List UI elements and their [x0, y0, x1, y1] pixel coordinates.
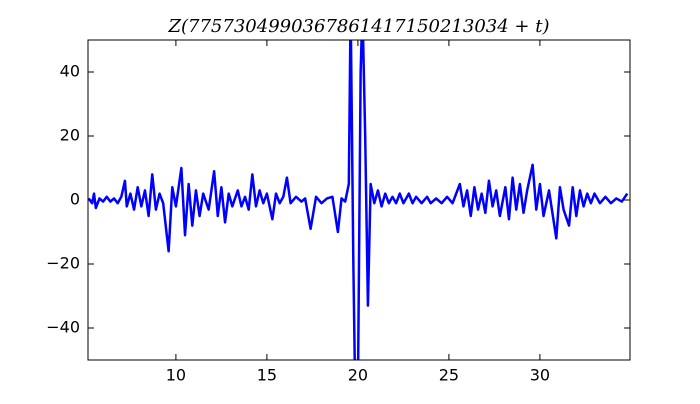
- y-tick-label: 0: [70, 190, 80, 209]
- data-line: [88, 40, 629, 360]
- y-tick-label: 40: [60, 62, 80, 81]
- chart-title: Z(7757304990367861417150213034 + t): [168, 16, 550, 37]
- x-tick-label: 20: [348, 366, 368, 385]
- x-tick-label: 15: [257, 366, 277, 385]
- x-tick-label: 30: [530, 366, 550, 385]
- y-tick-label: 20: [60, 126, 80, 145]
- plot-area: 10 15 20 25 30 −40 −20 0 20 40: [46, 40, 630, 385]
- y-tick-label: −40: [46, 318, 80, 337]
- axes-frame: [87, 39, 631, 361]
- x-tick-label: 25: [439, 366, 459, 385]
- x-tick-label: 10: [166, 366, 186, 385]
- y-tick-label: −20: [46, 254, 80, 273]
